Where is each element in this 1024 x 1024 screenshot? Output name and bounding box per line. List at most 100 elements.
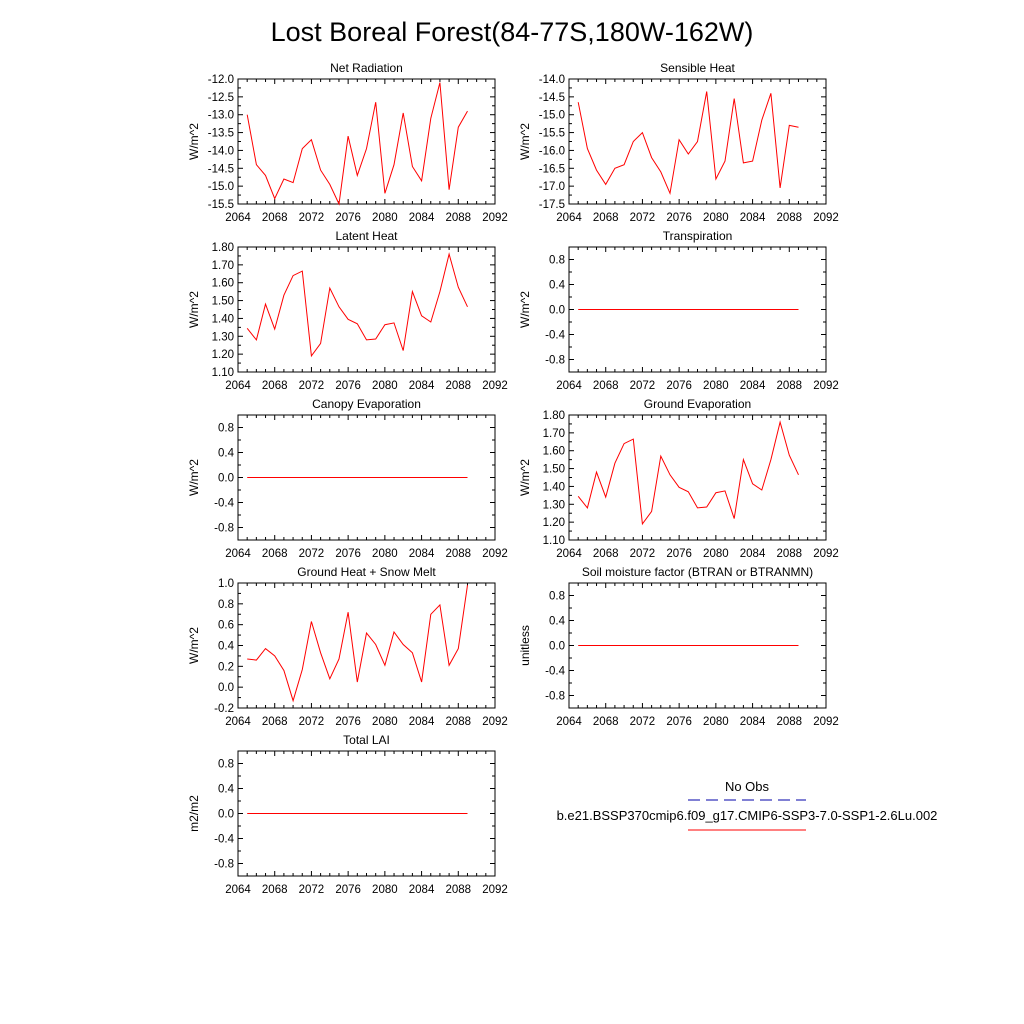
x-tick-label: 2068	[262, 380, 288, 392]
x-tick-label: 2084	[409, 884, 435, 896]
x-tick-label: 2068	[262, 548, 288, 560]
panel-title: Soil moisture factor (BTRAN or BTRANMN)	[582, 565, 813, 579]
y-tick-label: 1.20	[212, 349, 234, 361]
y-tick-label: -15.0	[539, 110, 565, 122]
x-tick-label: 2088	[776, 548, 802, 560]
y-tick-label: -15.5	[539, 128, 565, 140]
y-tick-label: 0.0	[218, 682, 234, 694]
series-line	[246, 252, 468, 358]
x-tick-label: 2076	[335, 716, 361, 728]
y-tick-label: 1.50	[543, 464, 565, 476]
y-tick-label: -15.5	[208, 199, 234, 211]
main-title: Lost Boreal Forest(84-77S,180W-162W)	[271, 17, 754, 47]
x-tick-label: 2080	[372, 380, 398, 392]
x-tick-label: 2064	[225, 716, 251, 728]
x-tick-label: 2088	[445, 548, 471, 560]
panel-title: Net Radiation	[330, 61, 403, 75]
x-tick-label: 2076	[335, 884, 361, 896]
x-tick-label: 2080	[703, 212, 729, 224]
y-tick-label: 1.10	[543, 535, 565, 547]
x-tick-label: 2088	[776, 716, 802, 728]
legend-obs-label: No Obs	[725, 779, 770, 794]
x-tick-label: 2080	[372, 548, 398, 560]
y-tick-label: 0.0	[218, 473, 234, 485]
y-tick-label: 0.8	[218, 759, 234, 771]
y-axis-label: W/m^2	[518, 459, 532, 496]
x-tick-label: 2088	[445, 716, 471, 728]
y-tick-label: 1.10	[212, 367, 234, 379]
y-axis-label: W/m^2	[518, 291, 532, 328]
y-tick-label: -12.0	[208, 74, 234, 86]
y-tick-label: -0.8	[214, 523, 234, 535]
y-tick-label: 0.0	[549, 305, 565, 317]
x-tick-label: 2092	[813, 716, 839, 728]
panel-9: Total LAI 2064 2068 2072 2076 2080 2084 2088 209…	[187, 733, 508, 896]
panel-7: Ground Heat + Snow Melt 2064 2068 2072 2076 2…	[187, 565, 508, 728]
panel-3: Latent Heat 2064 2068 2072 2076 2080 2084 2088 2…	[187, 229, 508, 392]
y-tick-label: 0.8	[549, 591, 565, 603]
legend: No Obs b.e21.BSSP370cmip6.f09_g17.CMIP6-…	[557, 779, 937, 831]
y-tick-label: 1.20	[543, 517, 565, 529]
y-tick-label: 0.4	[549, 616, 566, 628]
x-tick-label: 2064	[556, 716, 582, 728]
y-tick-label: 0.8	[218, 599, 234, 611]
plot-frame	[237, 246, 496, 373]
y-tick-label: -16.5	[539, 163, 565, 175]
x-tick-label: 2076	[335, 212, 361, 224]
y-tick-label: 1.80	[212, 242, 234, 254]
y-axis-label: W/m^2	[187, 291, 201, 328]
y-tick-label: 1.40	[212, 313, 234, 325]
x-tick-label: 2084	[409, 380, 435, 392]
y-tick-label: 1.0	[218, 578, 234, 590]
y-tick-label: -0.8	[214, 859, 234, 871]
y-tick-label: -0.4	[545, 330, 565, 342]
x-tick-label: 2080	[372, 212, 398, 224]
x-tick-label: 2072	[630, 716, 656, 728]
x-tick-label: 2068	[593, 716, 619, 728]
y-tick-label: -16.0	[539, 145, 565, 157]
x-tick-label: 2068	[262, 212, 288, 224]
panels: Net Radiation 2064 2068 2072 2076 2080 2084 208…	[187, 61, 839, 896]
x-tick-label: 2088	[445, 884, 471, 896]
y-tick-label: 0.0	[218, 809, 234, 821]
x-tick-label: 2068	[262, 716, 288, 728]
panel-8: Soil moisture factor (BTRAN or BTRANMN) 2…	[518, 565, 839, 728]
x-tick-label: 2064	[225, 884, 251, 896]
x-tick-label: 2092	[482, 212, 508, 224]
series-line	[247, 585, 468, 703]
plot-frame	[237, 582, 496, 709]
x-tick-label: 2076	[335, 548, 361, 560]
y-tick-label: 1.70	[212, 260, 234, 272]
x-tick-label: 2080	[703, 380, 729, 392]
y-tick-label: -14.5	[539, 92, 565, 104]
series-line	[246, 82, 468, 206]
y-tick-label: 1.60	[212, 278, 234, 290]
y-tick-label: -14.5	[208, 163, 234, 175]
y-tick-label: -17.5	[539, 199, 565, 211]
x-tick-label: 2076	[666, 212, 692, 224]
x-tick-label: 2076	[666, 548, 692, 560]
plot-frame	[568, 414, 827, 541]
x-tick-label: 2076	[666, 716, 692, 728]
x-tick-label: 2072	[299, 716, 325, 728]
panel-4: Transpiration 2064 2068 2072 2076 2080 2084 208…	[518, 229, 839, 392]
x-tick-label: 2092	[813, 380, 839, 392]
y-tick-label: 1.60	[543, 446, 565, 458]
x-tick-label: 2064	[225, 548, 251, 560]
x-tick-label: 2064	[225, 380, 251, 392]
x-tick-label: 2084	[409, 716, 435, 728]
x-tick-label: 2072	[299, 548, 325, 560]
y-tick-label: 1.30	[212, 331, 234, 343]
y-tick-label: -0.2	[214, 703, 234, 715]
y-tick-label: 0.8	[549, 255, 565, 267]
x-tick-label: 2064	[225, 212, 251, 224]
panel-1: Net Radiation 2064 2068 2072 2076 2080 2084 208…	[187, 61, 508, 224]
x-tick-label: 2092	[482, 380, 508, 392]
x-tick-label: 2084	[740, 380, 766, 392]
y-tick-label: 1.50	[212, 296, 234, 308]
x-tick-label: 2068	[262, 884, 288, 896]
panel-5: Canopy Evaporation 2064 2068 2072 2076 2080 20…	[187, 397, 508, 560]
x-tick-label: 2068	[593, 212, 619, 224]
x-tick-label: 2072	[299, 212, 325, 224]
